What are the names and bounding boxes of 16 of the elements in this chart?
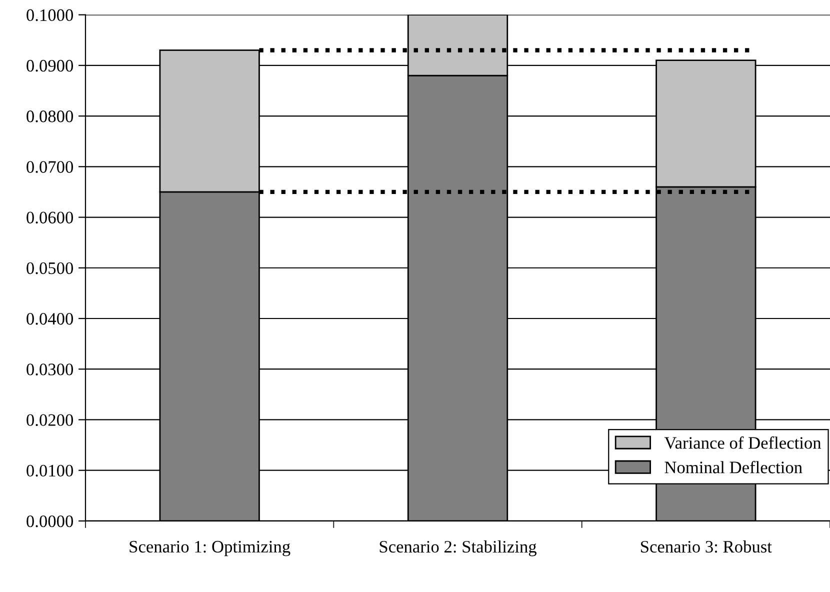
y-tick-label: 0.0600	[26, 212, 74, 224]
legend-label: Variance of Deflection	[664, 436, 822, 449]
x-tick-label: Scenario 2: Stabilizing	[380, 540, 536, 556]
y-tick-label: 0.0000	[26, 515, 74, 528]
legend-label: Nominal Deflection	[664, 460, 802, 474]
x-tick-label: Scenario 1: Optimizing	[130, 540, 290, 556]
y-tick-label: 0.0900	[26, 60, 74, 72]
y-tick-label: 0.1000	[26, 9, 74, 22]
x-tick-label: Scenario 3: Robust	[641, 540, 772, 553]
y-tick-label: 0.0700	[26, 161, 74, 173]
y-tick-label: 0.0200	[26, 414, 74, 426]
y-tick-label: 0.0500	[26, 262, 74, 274]
y-tick-label: 0.0300	[26, 364, 74, 376]
y-tick-label: 0.0800	[26, 110, 74, 122]
y-tick-label: 0.0400	[26, 312, 74, 325]
y-tick-label: 0.0100	[26, 464, 74, 477]
